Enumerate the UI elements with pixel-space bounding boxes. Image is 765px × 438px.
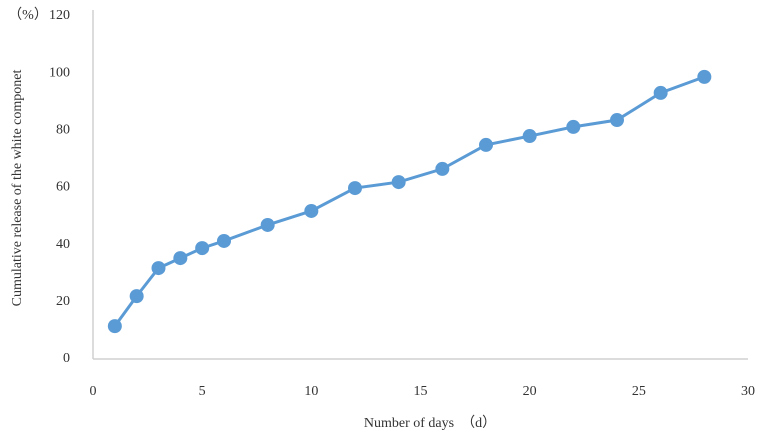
- marker: [129, 289, 144, 304]
- marker: [435, 161, 450, 176]
- marker: [348, 181, 362, 196]
- marker: [391, 175, 406, 190]
- y-tick-label: 60: [56, 180, 70, 195]
- y-tick-label: 120: [49, 8, 70, 23]
- marker: [260, 217, 275, 232]
- marker: [610, 113, 624, 128]
- x-tick-label: 0: [90, 384, 97, 399]
- x-tick-label: 10: [304, 384, 318, 399]
- x-tick-label: 5: [199, 384, 206, 399]
- marker: [195, 241, 210, 256]
- x-tick-label: 30: [741, 384, 755, 399]
- x-tick-label: 25: [632, 384, 646, 399]
- y-tick-label: 40: [56, 237, 70, 252]
- y-tick-label: 80: [56, 123, 70, 138]
- marker: [151, 261, 166, 276]
- marker: [304, 203, 319, 218]
- marker: [522, 129, 537, 144]
- y-tick-label: 0: [63, 351, 70, 366]
- marker: [697, 69, 712, 84]
- marker: [653, 85, 668, 100]
- marker: [479, 137, 493, 152]
- marker: [173, 251, 188, 266]
- marker: [217, 233, 231, 248]
- marker: [566, 119, 581, 134]
- x-axis-label: Number of days （d）: [364, 415, 496, 431]
- marker: [107, 319, 122, 334]
- y-tick-label: 20: [56, 294, 70, 309]
- y-unit-label: （%）: [8, 7, 48, 23]
- y-axis-label: Cumulative release of the white componet: [10, 70, 25, 307]
- x-tick-label: 20: [523, 384, 537, 399]
- y-tick-label: 100: [49, 65, 70, 80]
- x-tick-label: 15: [414, 384, 428, 399]
